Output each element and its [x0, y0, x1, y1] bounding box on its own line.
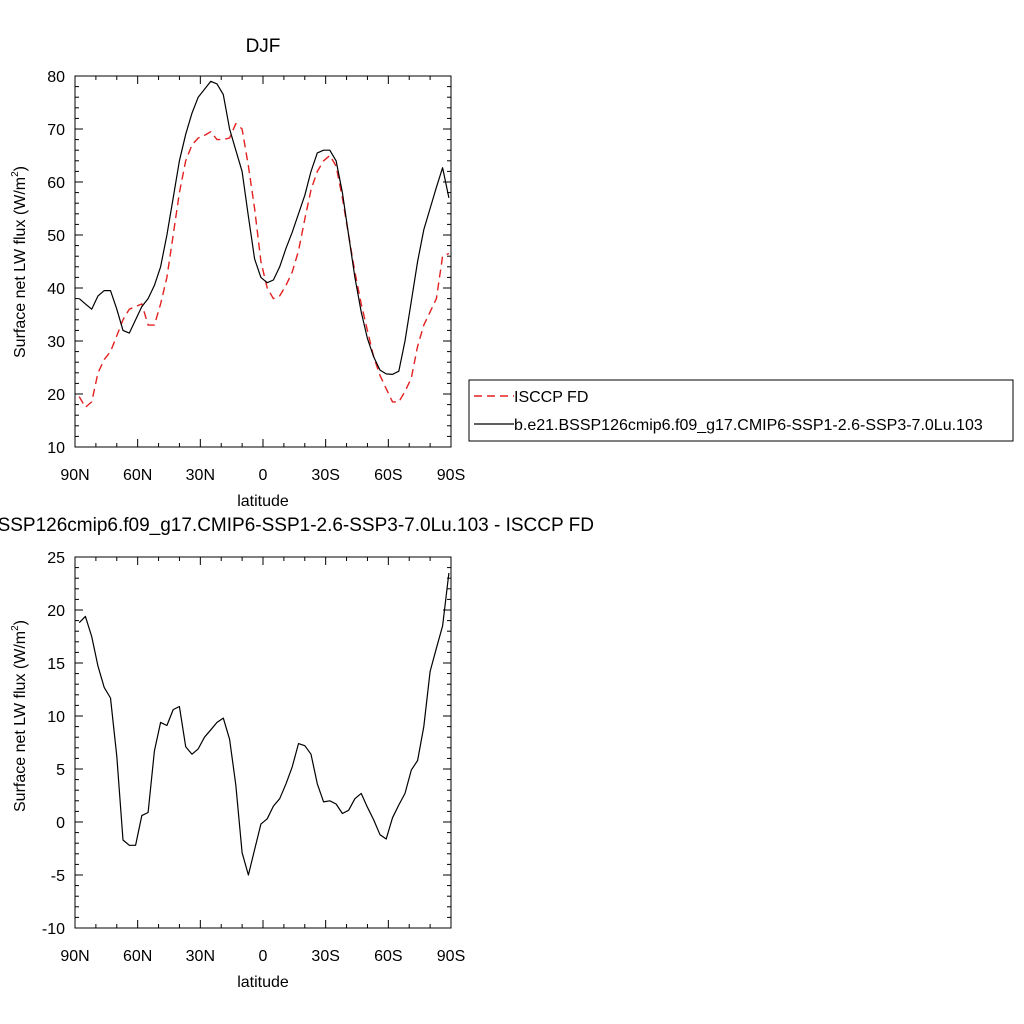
y-axis-ticks: -10 -5 0 5 10 15 20 25: [42, 550, 451, 938]
x-axis-ticks: 90N 60N 30N 0 30S 60S 90S: [60, 76, 465, 484]
y-axis-label-main: Surface net LW flux (W/m: [12, 631, 29, 812]
y-tick-label: 10: [47, 709, 65, 726]
legend-label-isccp: ISCCP FD: [514, 389, 588, 406]
x-axis-ticks: 90N 60N 30N 0 30S 60S 90S: [60, 557, 465, 965]
x-tick-label: 60S: [374, 948, 402, 965]
series-line-model: [78, 80, 450, 375]
y-axis-label-close: ): [12, 166, 29, 171]
x-tick-label: 90N: [60, 948, 89, 965]
y-tick-label: 80: [47, 69, 65, 86]
y-axis-label-superscript: 2: [10, 171, 21, 177]
x-tick-label: 90N: [60, 467, 89, 484]
y-tick-label: 60: [47, 175, 65, 192]
x-tick-label: 60N: [123, 467, 152, 484]
y-axis-label-main: Surface net LW flux (W/m: [12, 177, 29, 358]
plot-frame: [74, 556, 452, 929]
x-tick-label: 30S: [311, 467, 339, 484]
x-tick-label: 0: [259, 467, 268, 484]
x-tick-label: 30S: [311, 948, 339, 965]
chart-title: DJF: [246, 36, 281, 57]
difference-panel: b.e21.BSSP126cmip6.f09_g17.CMIP6-SSP1-2.…: [0, 515, 594, 991]
y-tick-label: 70: [47, 122, 65, 139]
legend: ISCCP FD b.e21.BSSP126cmip6.f09_g17.CMIP…: [468, 379, 1014, 442]
series-line-isccp: [78, 122, 450, 408]
chart-title: b.e21.BSSP126cmip6.f09_g17.CMIP6-SSP1-2.…: [0, 515, 594, 536]
x-tick-label: 30N: [186, 948, 215, 965]
y-tick-label: -10: [42, 921, 65, 938]
y-tick-label: 10: [47, 440, 65, 457]
climatology-panel: DJF 90N 60N 30N 0 30S 60S 90S 10 20 30 40 50 60 70 80…: [10, 36, 1014, 510]
x-tick-label: 30N: [186, 467, 215, 484]
x-tick-label: 60S: [374, 467, 402, 484]
y-tick-label: 5: [56, 762, 65, 779]
plot-frame: [74, 75, 452, 448]
y-tick-label: 25: [47, 550, 65, 567]
y-axis-label: Surface net LW flux (W/m2): [10, 620, 29, 812]
y-tick-label: 20: [47, 387, 65, 404]
y-tick-label: -5: [51, 868, 65, 885]
plot-lines: [78, 80, 450, 408]
x-tick-label: 0: [259, 948, 268, 965]
y-axis-label: Surface net LW flux (W/m2): [10, 166, 29, 358]
y-axis-label-superscript: 2: [10, 625, 21, 631]
x-tick-label: 90S: [437, 948, 465, 965]
x-axis-label: latitude: [237, 974, 289, 991]
y-axis-label-close: ): [12, 620, 29, 625]
legend-box: [468, 379, 1014, 442]
y-tick-label: 20: [47, 603, 65, 620]
x-tick-label: 90S: [437, 467, 465, 484]
plot-lines: [78, 572, 450, 876]
y-axis-ticks: 10 20 30 40 50 60 70 80: [47, 69, 451, 457]
x-tick-label: 60N: [123, 948, 152, 965]
x-axis-label: latitude: [237, 493, 289, 510]
legend-label-model: b.e21.BSSP126cmip6.f09_g17.CMIP6-SSP1-2.…: [514, 417, 983, 434]
y-tick-label: 30: [47, 334, 65, 351]
y-tick-label: 40: [47, 281, 65, 298]
y-tick-label: 15: [47, 656, 65, 673]
y-tick-label: 50: [47, 228, 65, 245]
y-tick-label: 0: [56, 815, 65, 832]
series-line-model: [78, 572, 450, 876]
